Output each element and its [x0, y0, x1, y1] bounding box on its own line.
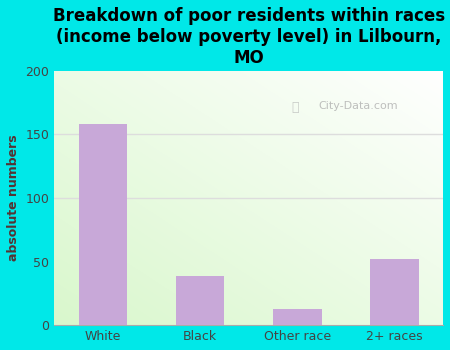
- Text: ⓘ: ⓘ: [292, 102, 299, 114]
- Text: City-Data.com: City-Data.com: [319, 102, 398, 111]
- Bar: [273, 309, 322, 325]
- Bar: [79, 124, 127, 325]
- Bar: [176, 275, 225, 325]
- Y-axis label: absolute numbers: absolute numbers: [7, 135, 20, 261]
- Bar: [370, 259, 419, 325]
- Title: Breakdown of poor residents within races
(income below poverty level) in Lilbour: Breakdown of poor residents within races…: [53, 7, 445, 66]
